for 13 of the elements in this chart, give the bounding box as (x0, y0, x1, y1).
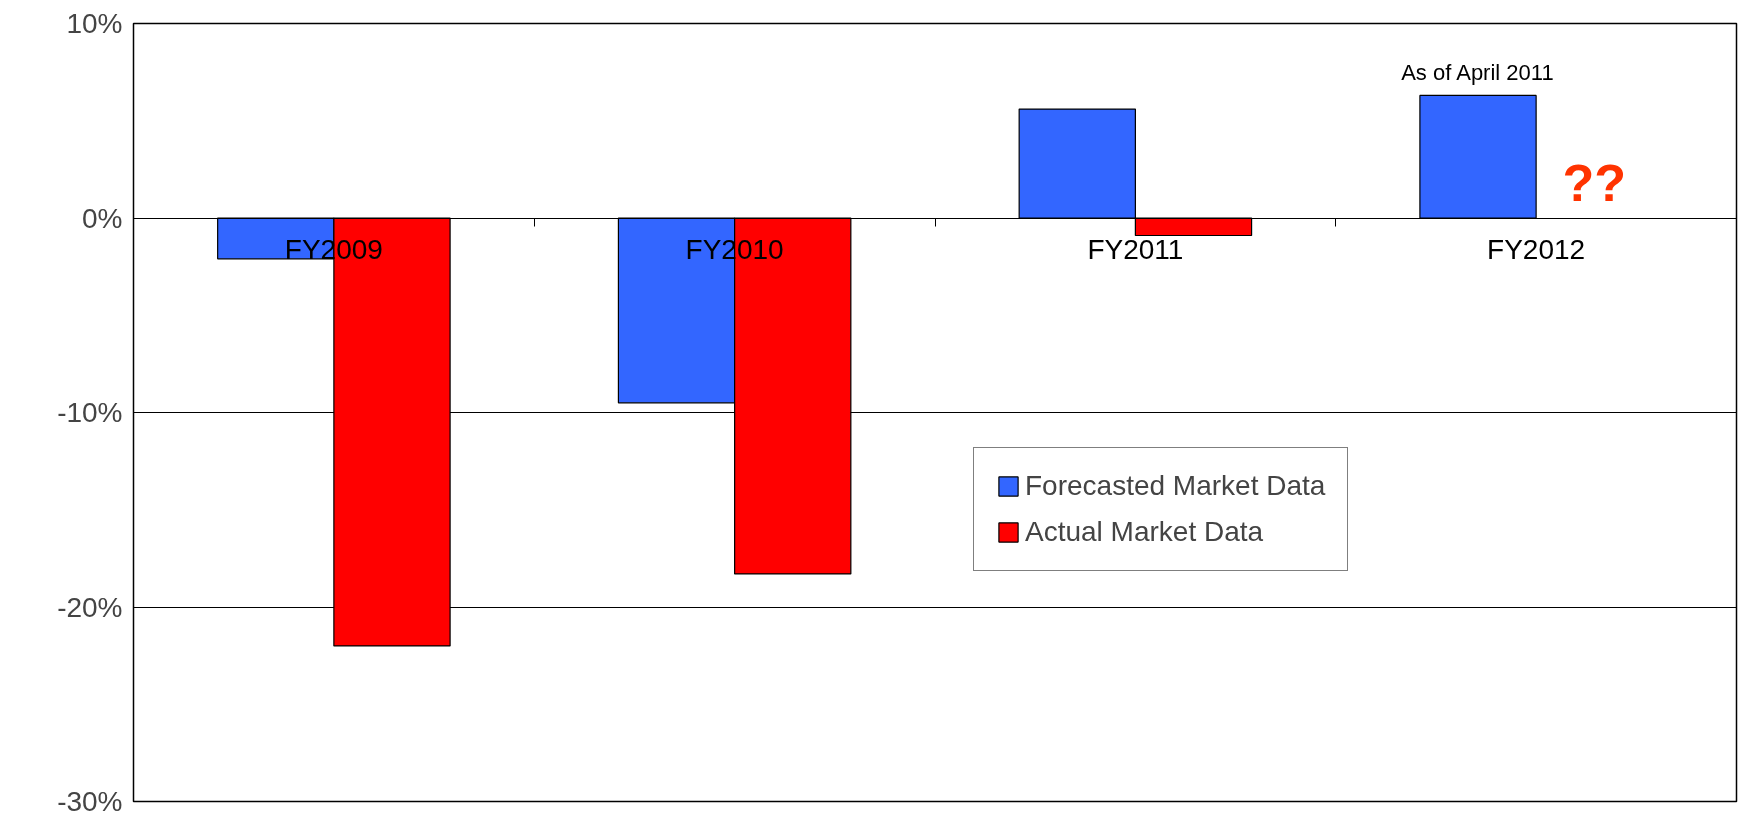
y-tick-label: -10% (57, 397, 123, 428)
annotation: As of April 2011 (1401, 60, 1554, 86)
annotation: ?? (1562, 154, 1626, 212)
y-tick-label: 10% (66, 8, 123, 39)
x-tick-label: FY2011 (1087, 234, 1184, 265)
y-tick-label: -20% (57, 591, 123, 623)
x-tick-label: FY2009 (284, 234, 383, 265)
x-tick-label: FY2012 (1487, 234, 1586, 265)
x-tick-label: FY2010 (685, 234, 784, 265)
legend-label: Forecasted Market Data (1025, 470, 1326, 502)
legend-label: Actual Market Data (1025, 516, 1264, 548)
y-tick-label: 0% (82, 202, 123, 234)
y-tick-label: -30% (57, 786, 123, 817)
